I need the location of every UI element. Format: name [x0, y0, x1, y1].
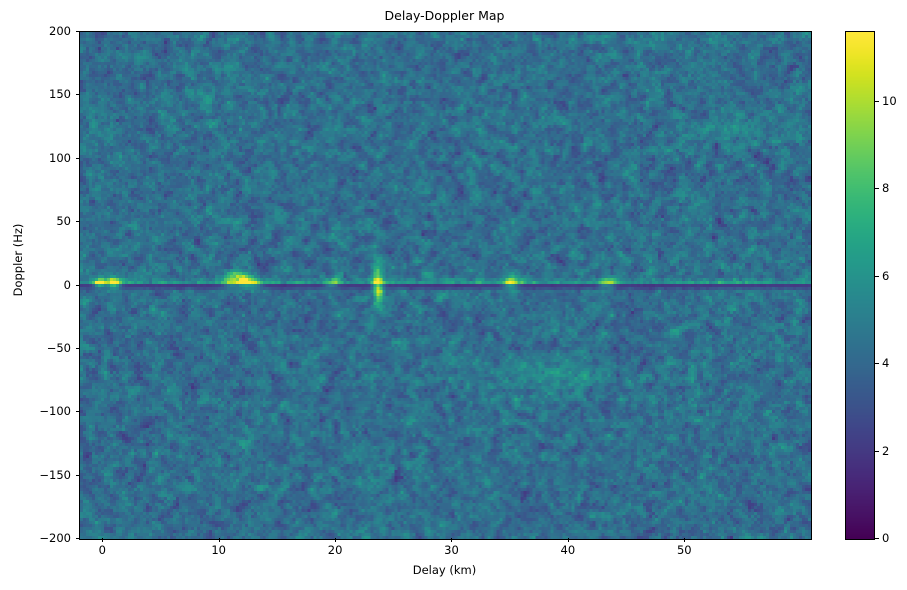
colorbar-tick-label: 4: [882, 356, 890, 371]
y-axis-tick-label: −100: [39, 404, 71, 419]
colorbar-tick-label: 10: [882, 93, 897, 108]
colorbar-tick: [875, 538, 879, 539]
y-axis-tick: [75, 221, 79, 223]
y-axis-tick-label: −200: [39, 531, 71, 545]
colorbar-tick-label: 2: [882, 443, 890, 458]
y-axis-label: Doppler (Hz): [11, 223, 25, 297]
y-axis-tick: [75, 94, 79, 96]
y-axis-tick-label: −50: [46, 340, 71, 355]
colorbar-tick: [875, 100, 879, 102]
colorbar-image: [846, 32, 874, 539]
x-axis-tick: [335, 538, 337, 542]
colorbar-tick: [875, 188, 879, 190]
x-axis-tick: [451, 538, 453, 542]
y-axis-tick: [75, 474, 79, 476]
x-axis-tick-label: 0: [98, 543, 106, 557]
page-title: Delay-Doppler Map: [384, 8, 505, 23]
y-axis-tick: [75, 538, 79, 539]
y-axis-tick: [75, 347, 79, 349]
y-axis-tick-label: 50: [56, 214, 71, 229]
x-axis-tick: [684, 538, 686, 542]
y-axis-tick-label: −150: [39, 467, 71, 482]
y-axis-tick-label: 100: [49, 150, 71, 165]
colorbar-gradient: [845, 31, 875, 540]
colorbar-tick-label: 0: [882, 531, 890, 545]
x-axis-tick: [102, 538, 104, 542]
y-axis-tick: [75, 31, 79, 32]
y-axis-tick: [75, 284, 79, 286]
x-axis-tick-label: 10: [211, 543, 226, 557]
x-axis-tick: [567, 538, 569, 542]
heatmap-image: [80, 32, 811, 539]
colorbar[interactable]: 0 2 4 6 8 10: [845, 31, 897, 545]
colorbar-tick: [875, 275, 879, 277]
x-axis-tick-label: 30: [444, 543, 459, 557]
y-axis-tick-label: 200: [49, 24, 71, 38]
y-axis-tick: [75, 157, 79, 159]
x-axis-label: Delay (km): [412, 563, 477, 577]
y-axis-tick-label: 150: [49, 87, 71, 102]
y-axis-tick-label: 0: [63, 277, 71, 292]
x-axis-tick-label: 40: [560, 543, 576, 557]
x-axis-tick-label: 50: [676, 543, 692, 557]
colorbar-tick-label: 6: [882, 268, 890, 283]
delay-doppler-plot[interactable]: [79, 31, 812, 540]
colorbar-tick: [875, 450, 879, 452]
y-axis-tick: [75, 411, 79, 413]
x-axis-tick: [218, 538, 220, 542]
colorbar-tick-label: 8: [882, 181, 890, 196]
x-axis-tick-label: 20: [327, 543, 343, 557]
colorbar-tick: [875, 363, 879, 365]
